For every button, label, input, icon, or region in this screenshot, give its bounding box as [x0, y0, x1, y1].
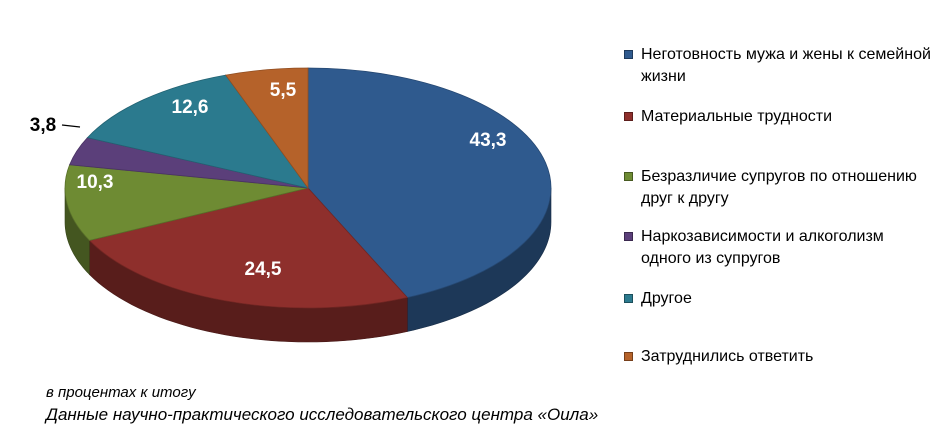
legend-item: Наркозависимости и алкоголизм одного из … — [624, 226, 931, 270]
pie-data-label: 3,8 — [30, 115, 56, 136]
legend-label: Неготовность мужа и жены к семейной жизн… — [641, 46, 931, 85]
legend-label: Другое — [641, 290, 692, 307]
pie-slice — [86, 74, 309, 189]
legend-label: Наркозависимости и алкоголизм одного из … — [641, 228, 884, 267]
pie-data-label: 24,5 — [245, 259, 282, 280]
legend-swatch — [624, 232, 633, 241]
legend-swatch — [624, 352, 633, 361]
legend-item: Неготовность мужа и жены к семейной жизн… — [624, 44, 931, 88]
pie-slice — [307, 67, 552, 298]
legend-item: Затруднились ответить — [624, 346, 931, 368]
pie-slice — [88, 187, 409, 309]
pie-data-label: 5,5 — [270, 80, 297, 101]
legend-label: Затруднились ответить — [641, 348, 814, 365]
legend-swatch — [624, 112, 633, 121]
legend-swatch — [624, 50, 633, 59]
legend-item: Безразличие супругов по отношению друг к… — [624, 166, 931, 210]
pie-data-label: 12,6 — [172, 97, 209, 118]
pie-data-label: 10,3 — [77, 172, 114, 193]
label-leader-line — [61, 124, 81, 128]
pie-slice — [64, 164, 309, 241]
legend-item: Другое — [624, 288, 931, 310]
pie-slice — [224, 67, 309, 190]
units-note: в процентах к итогу — [46, 384, 196, 401]
legend-swatch — [624, 294, 633, 303]
legend-label: Безразличие супругов по отношению друг к… — [641, 168, 917, 207]
legend-item: Материальные трудности — [624, 106, 931, 128]
pie-chart: 43,3 24,5 10,3 3,8 12,6 5,5 — [30, 67, 552, 343]
pie-data-label: 43,3 — [470, 130, 507, 151]
pie-chart-svg: 43,3 24,5 10,3 3,8 12,6 5,5 — [30, 67, 552, 343]
source-note: Данные научно-практического исследовател… — [46, 405, 599, 424]
legend-swatch — [624, 172, 633, 181]
legend-label: Материальные трудности — [641, 108, 833, 125]
